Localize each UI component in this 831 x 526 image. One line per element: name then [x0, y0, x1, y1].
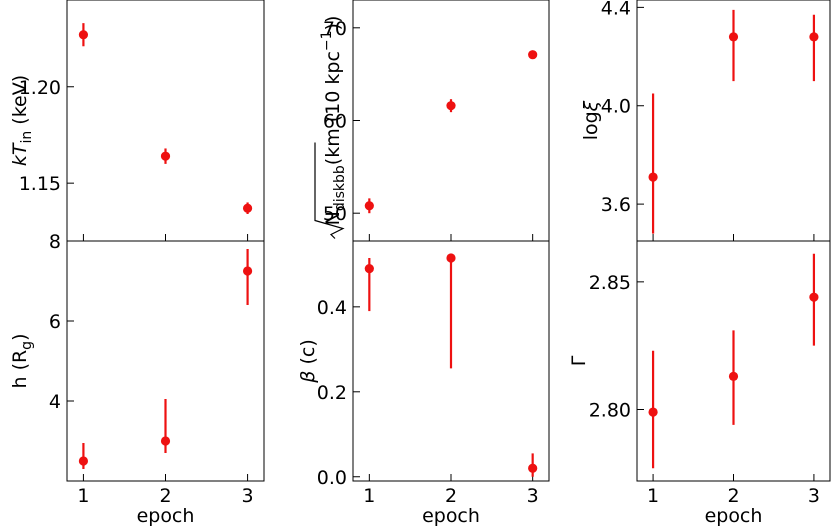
y-tick-label: 4.4 — [601, 0, 631, 19]
axes-frame — [352, 0, 550, 242]
data-point — [446, 253, 456, 263]
panel-h: 1 2 3 4 6 8 epoch h (Rg) — [9, 231, 265, 526]
x-axis-label: epoch — [705, 505, 763, 526]
data-point — [648, 407, 658, 417]
data-point — [728, 371, 739, 381]
y-axis-label: Ndiskbb(km (10 kpc−1)) — [319, 16, 348, 226]
x-tick-label: 1 — [77, 485, 89, 507]
x-tick-label: 2 — [445, 485, 457, 507]
y-axis-label: Γ — [568, 355, 590, 366]
data-point — [160, 151, 171, 161]
y-axis-label: logξ — [580, 100, 602, 140]
x-tick-label: 3 — [527, 485, 539, 507]
data-point — [528, 50, 538, 60]
y-tick-label: 8 — [49, 231, 61, 253]
data-point — [242, 266, 253, 276]
panel-beta: 1 2 3 0.0 0.2 0.4 epoch β (c) — [297, 240, 550, 526]
panel-log-xi: 3.6 4.0 4.4 logξ — [580, 0, 831, 242]
y-tick-label: 70 — [323, 18, 347, 40]
y-tick-label: 6 — [49, 311, 61, 333]
data-point — [78, 456, 89, 466]
y-tick-label: 0.2 — [317, 382, 347, 404]
y-axis-label: kTin (keV) — [9, 75, 35, 166]
axes-frame — [66, 0, 265, 242]
y-tick-label: 1.20 — [19, 77, 61, 99]
data-point — [528, 463, 538, 473]
y-tick-label: 2.85 — [589, 272, 631, 294]
sqrt-symbol — [314, 142, 345, 239]
x-tick-label: 1 — [647, 485, 659, 507]
x-tick-label: 2 — [159, 485, 171, 507]
y-tick-label: 0.0 — [317, 467, 347, 489]
y-tick-label: 1.15 — [19, 173, 61, 195]
y-tick-label: 50 — [323, 203, 347, 225]
y-tick-label: 0.4 — [317, 297, 347, 319]
y-tick-label: 2.80 — [589, 400, 631, 422]
x-tick-label: 2 — [727, 485, 739, 507]
y-tick-label: 4 — [49, 391, 61, 413]
y-axis-label: h (Rg) — [9, 333, 35, 388]
data-point — [160, 436, 171, 446]
y-tick-label: 3.6 — [601, 194, 631, 216]
data-point — [446, 101, 456, 111]
x-axis-label: epoch — [137, 505, 195, 526]
data-point — [242, 203, 253, 213]
x-tick-label: 1 — [363, 485, 375, 507]
data-point — [364, 201, 374, 211]
data-point — [78, 30, 89, 40]
data-point — [809, 32, 819, 42]
data-point — [648, 172, 658, 182]
y-tick-label: 60 — [323, 111, 347, 133]
data-point — [364, 264, 374, 274]
data-point — [728, 32, 739, 42]
x-tick-label: 3 — [242, 485, 254, 507]
panel-gamma: 1 2 3 2.80 2.85 epoch Γ — [568, 240, 831, 526]
x-tick-label: 3 — [808, 485, 820, 507]
y-tick-label: 4.0 — [601, 96, 631, 118]
data-point — [809, 292, 819, 302]
x-axis-label: epoch — [422, 505, 480, 526]
y-axis-label: β (c) — [297, 339, 319, 383]
